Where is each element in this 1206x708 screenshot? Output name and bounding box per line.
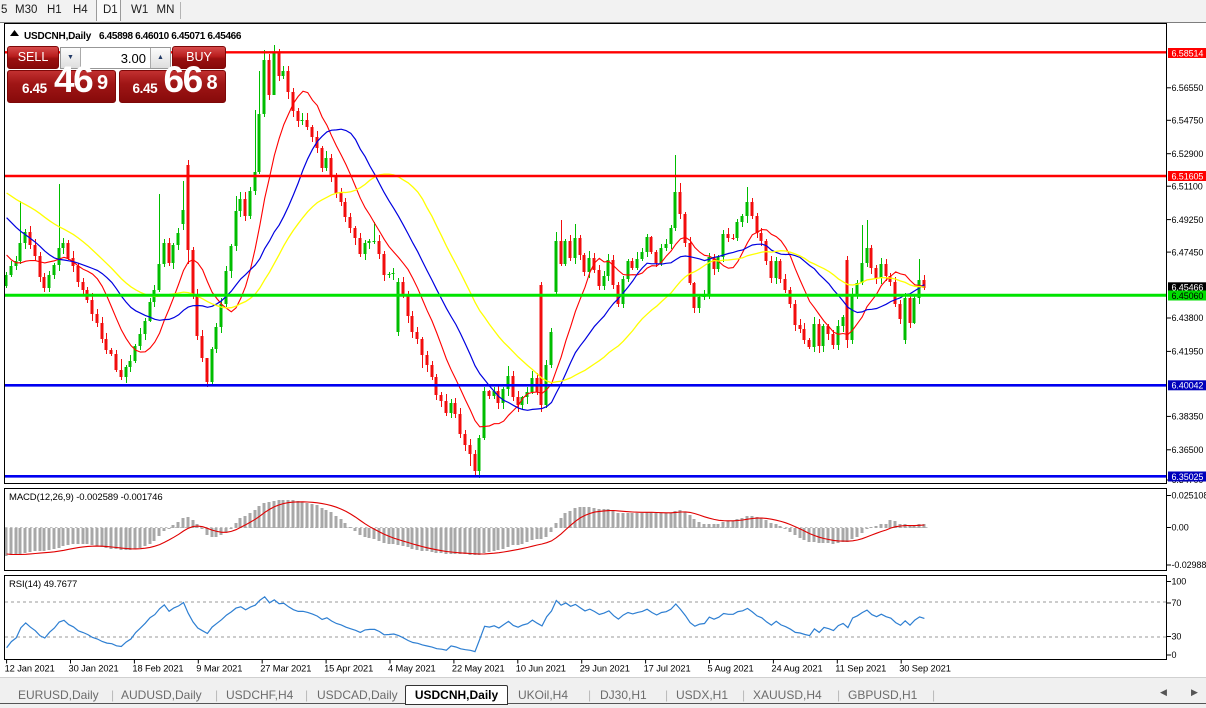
svg-text:6.56550: 6.56550 [1172,83,1204,93]
svg-text:17 Jul 2021: 17 Jul 2021 [644,664,691,674]
svg-text:27 Mar 2021: 27 Mar 2021 [260,664,311,674]
svg-text:RSI(14) 49.7677: RSI(14) 49.7677 [9,579,77,590]
svg-text:30 Sep 2021: 30 Sep 2021 [899,664,951,674]
svg-text:6.40042: 6.40042 [1172,381,1204,391]
svg-text:6.45060: 6.45060 [1172,291,1204,301]
svg-text:-0.02988: -0.02988 [1172,560,1206,570]
svg-text:6.45898 6.46010 6.45071 6.4546: 6.45898 6.46010 6.45071 6.45466 [99,31,242,42]
svg-text:12 Jan 2021: 12 Jan 2021 [5,664,55,674]
svg-text:9 Mar 2021: 9 Mar 2021 [196,664,242,674]
svg-text:30: 30 [1172,632,1182,642]
svg-text:0.00: 0.00 [1172,523,1189,533]
svg-text:100: 100 [1172,577,1187,587]
svg-text:0.025108: 0.025108 [1172,491,1206,501]
svg-text:6.49250: 6.49250 [1172,215,1204,225]
svg-text:USDCNH,Daily: USDCNH,Daily [24,31,92,42]
svg-text:6.54750: 6.54750 [1172,116,1204,126]
svg-text:18 Feb 2021: 18 Feb 2021 [132,664,183,674]
svg-text:24 Aug 2021: 24 Aug 2021 [771,664,822,674]
svg-text:6.58514: 6.58514 [1172,48,1204,58]
svg-text:6.38350: 6.38350 [1172,412,1204,422]
svg-text:5 Aug 2021: 5 Aug 2021 [708,664,754,674]
svg-text:0: 0 [1172,650,1177,660]
svg-text:6.45466: 6.45466 [1172,283,1204,293]
svg-text:MACD(12,26,9) -0.002589 -0.001: MACD(12,26,9) -0.002589 -0.001746 [9,492,163,503]
svg-text:6.51100: 6.51100 [1172,181,1203,191]
svg-text:22 May 2021: 22 May 2021 [452,664,505,674]
svg-text:6.35025: 6.35025 [1172,472,1204,482]
svg-text:15 Apr 2021: 15 Apr 2021 [324,664,373,674]
svg-text:6.41950: 6.41950 [1172,347,1204,357]
svg-text:6.43800: 6.43800 [1172,313,1204,323]
svg-text:10 Jun 2021: 10 Jun 2021 [516,664,566,674]
svg-text:30 Jan 2021: 30 Jan 2021 [69,664,119,674]
svg-text:6.52900: 6.52900 [1172,149,1204,159]
svg-text:29 Jun 2021: 29 Jun 2021 [580,664,630,674]
svg-text:11 Sep 2021: 11 Sep 2021 [835,664,886,674]
svg-text:6.47450: 6.47450 [1172,247,1204,257]
svg-text:4 May 2021: 4 May 2021 [388,664,436,674]
svg-text:6.51605: 6.51605 [1172,171,1204,181]
svg-text:6.36500: 6.36500 [1172,445,1204,455]
svg-text:70: 70 [1172,598,1182,608]
